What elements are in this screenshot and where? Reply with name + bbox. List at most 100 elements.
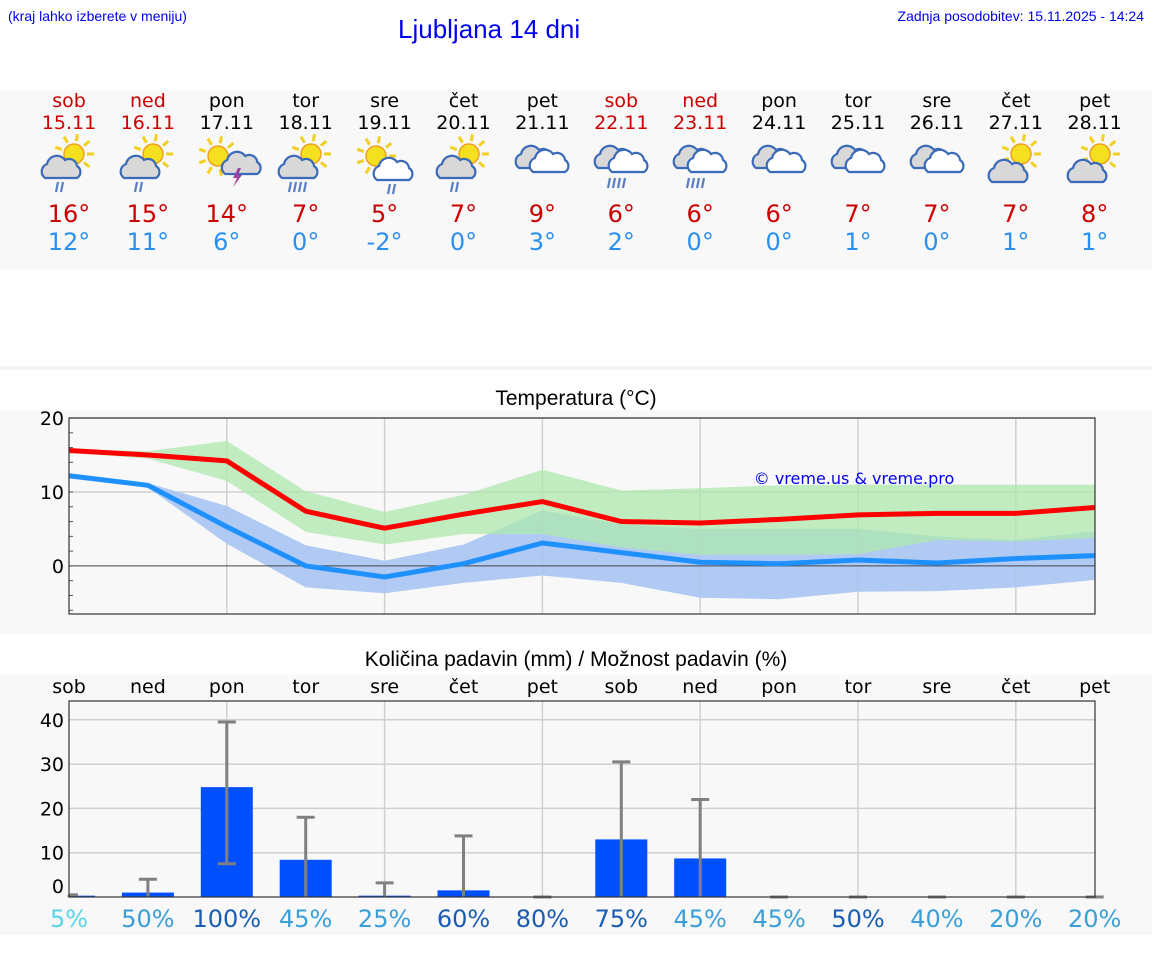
sun-ray — [376, 136, 381, 144]
day-date: 26.11 — [909, 112, 965, 134]
day-name: ned — [682, 90, 719, 112]
raindrop — [617, 177, 622, 189]
precipitation-probability: 50% — [831, 905, 884, 933]
day-name: sre — [370, 90, 400, 112]
sun-disc — [1088, 143, 1111, 165]
divider — [0, 366, 1152, 370]
sun-ray — [226, 141, 235, 149]
sun-cloud-rain-icon — [435, 134, 489, 193]
y-tick-label: 10 — [40, 482, 64, 504]
sun-ray — [1108, 161, 1116, 169]
min-temperature: -2° — [366, 228, 403, 256]
sun-cloud-rain-icon — [119, 134, 173, 193]
day-name: ned — [129, 90, 166, 112]
y-tick-label: 0 — [52, 556, 64, 578]
sun-cloud-rain-icon — [40, 134, 94, 193]
sun-ray — [206, 166, 213, 175]
max-temperature-band — [69, 440, 1095, 555]
precipitation-probability: 60% — [437, 905, 490, 933]
temperature-chart: 0 10 20 © vreme.us & vreme.pro — [40, 410, 1096, 615]
sun-cloud-icon — [1066, 134, 1120, 184]
cloud-shape — [40, 154, 82, 180]
y-tick-label: 40 — [40, 710, 64, 732]
max-temperature: 8° — [1081, 200, 1109, 228]
day-name: čet — [448, 90, 479, 112]
cloudy-icon — [751, 144, 807, 174]
sun-ray — [1088, 135, 1095, 144]
day-label: pet — [527, 676, 558, 698]
day-label: čet — [1001, 676, 1031, 698]
day-name: pet — [1079, 90, 1111, 112]
raindrop — [696, 177, 701, 189]
max-temperature: 16° — [47, 200, 91, 228]
max-temperature-line — [68, 448, 1095, 531]
sun-ray — [299, 135, 306, 144]
day-date: 24.11 — [751, 112, 807, 134]
plot-frame — [68, 700, 1096, 898]
day-label: sob — [605, 676, 639, 698]
precipitation-probability: 80% — [516, 905, 569, 933]
sun-ray — [1080, 145, 1088, 151]
y-tick-label: 20 — [40, 798, 64, 820]
day-label: čet — [449, 676, 479, 698]
sun-ray — [356, 159, 364, 165]
day-date: 19.11 — [357, 112, 412, 134]
y-tick-label: 30 — [40, 754, 64, 776]
sun-ray — [82, 161, 91, 169]
cloud-shape — [277, 154, 319, 180]
raindrop — [386, 183, 391, 195]
cloud-shape — [1066, 158, 1108, 184]
day-forecast: čet 27.11 7° 1° — [976, 90, 1056, 256]
sun-ray — [356, 147, 364, 153]
y-tick-label: 0 — [52, 876, 64, 898]
y-tick-label: 20 — [40, 410, 64, 430]
precipitation-probability: 40% — [910, 905, 963, 933]
min-temperature: 0° — [765, 228, 793, 256]
day-forecast: pet 28.11 8° 1° — [1055, 90, 1135, 256]
min-temperature: 1° — [1002, 228, 1030, 256]
sun-ray — [153, 134, 158, 142]
sun-ray — [1021, 134, 1026, 142]
weather-icon-slot — [345, 134, 425, 200]
day-name: sob — [52, 90, 86, 112]
precipitation-probability: 20% — [1068, 905, 1121, 933]
temperature-chart-title: Temperatura (°C) — [495, 387, 657, 410]
raindrop — [54, 181, 60, 193]
precipitation-probability: 20% — [989, 905, 1042, 933]
raindrop — [287, 181, 292, 193]
weather-icon-slot — [187, 134, 267, 200]
precipitation-probability: 45% — [279, 905, 332, 933]
day-forecast: sre 19.11 5° -2° — [345, 90, 425, 256]
min-temperature: 0° — [292, 228, 320, 256]
raindrop — [133, 181, 138, 193]
raindrop — [686, 177, 691, 189]
sun-ray — [457, 135, 464, 144]
sun-ray — [1100, 134, 1105, 142]
precipitation-probability: 25% — [358, 905, 411, 933]
raindrop — [607, 177, 612, 189]
day-label: pon — [761, 676, 797, 698]
sun-ray — [62, 135, 69, 144]
sun-ray — [1009, 135, 1016, 144]
max-temperature: 6° — [607, 200, 635, 228]
raindrop — [292, 181, 297, 193]
sun-ray — [311, 134, 316, 142]
day-name: pon — [208, 90, 245, 112]
min-temperature: 11° — [126, 228, 170, 256]
day-forecast: pon 17.11 14° 6° — [187, 90, 267, 256]
weather-icon-slot — [739, 134, 819, 200]
cloud-shape — [607, 148, 649, 174]
weather-icon-slot — [660, 134, 740, 200]
weather-icon-slot — [108, 134, 188, 200]
sun-cloud-heavy-rain-icon — [277, 134, 331, 193]
raindrop — [701, 177, 706, 189]
sun-ray — [74, 134, 79, 142]
max-temperature: 6° — [765, 200, 793, 228]
max-temperature: 7° — [923, 200, 951, 228]
cloud-shape — [529, 148, 570, 174]
max-temperature: 7° — [292, 200, 320, 228]
day-date: 21.11 — [515, 112, 570, 134]
min-temperature-line — [68, 473, 1095, 580]
raindrop — [622, 177, 627, 189]
day-name: sob — [604, 90, 639, 112]
